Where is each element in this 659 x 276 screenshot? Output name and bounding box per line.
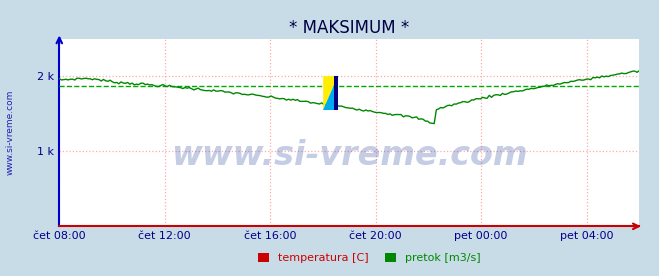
FancyBboxPatch shape [334, 76, 337, 110]
Legend: temperatura [C], pretok [m3/s]: temperatura [C], pretok [m3/s] [253, 249, 485, 268]
Polygon shape [323, 76, 337, 110]
Title: * MAKSIMUM *: * MAKSIMUM * [289, 19, 409, 37]
Text: www.si-vreme.com: www.si-vreme.com [5, 90, 14, 175]
Text: www.si-vreme.com: www.si-vreme.com [171, 139, 528, 171]
Polygon shape [323, 76, 337, 110]
